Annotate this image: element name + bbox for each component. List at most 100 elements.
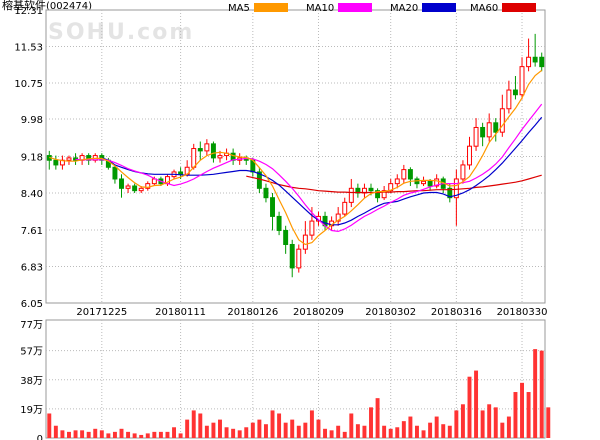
date-tick-label: 20171225 xyxy=(76,307,127,318)
candle-body xyxy=(191,148,197,168)
legend-label: MA20 xyxy=(390,3,418,14)
volume-bar xyxy=(316,419,321,438)
volume-bar xyxy=(309,410,314,438)
candle-body xyxy=(132,185,138,192)
candle-body xyxy=(539,56,545,68)
volume-bar xyxy=(185,419,190,438)
volume-bar xyxy=(382,425,387,438)
date-tick-label: 20180302 xyxy=(365,307,416,318)
volume-bar xyxy=(132,433,137,438)
legend-swatch xyxy=(254,3,288,12)
price-tick-label: 10.75 xyxy=(14,79,43,90)
ma5-line xyxy=(49,69,543,246)
legend-label: MA10 xyxy=(306,3,334,14)
volume-bar xyxy=(218,419,222,438)
volume-bar xyxy=(290,419,295,438)
stock-title: 榕基软件(002474) xyxy=(2,0,92,13)
volume-bar xyxy=(434,416,439,438)
candle-body xyxy=(512,89,518,96)
price-tick-label: 9.98 xyxy=(21,115,43,126)
volume-bar xyxy=(231,428,236,438)
candle-body xyxy=(394,178,400,185)
candle-body xyxy=(283,229,289,245)
legend-label: MA60 xyxy=(470,3,498,14)
price-tick-label: 9.18 xyxy=(21,153,43,164)
volume-tick-label: 38万 xyxy=(20,376,43,387)
price-tick-label: 11.53 xyxy=(14,43,43,54)
candle-body xyxy=(368,187,374,192)
legend-swatch xyxy=(502,3,536,12)
volume-bar xyxy=(165,431,170,438)
candle-body xyxy=(453,178,459,199)
volume-bar xyxy=(296,425,301,438)
volume-bar xyxy=(283,422,288,438)
volume-bar xyxy=(395,427,400,438)
ma10-line xyxy=(75,103,543,233)
volume-bar xyxy=(204,425,209,438)
legend-swatch xyxy=(338,3,372,12)
volume-bar xyxy=(480,410,485,438)
candle-body xyxy=(467,145,472,166)
price-tick-label: 7.61 xyxy=(21,226,43,237)
volume-bar xyxy=(329,430,334,438)
candle-body xyxy=(217,155,223,159)
candle-body xyxy=(197,148,203,152)
candle-body xyxy=(407,169,413,180)
volume-bar xyxy=(126,431,131,438)
candle-body xyxy=(493,122,499,133)
volume-bar xyxy=(342,431,347,438)
candle-body xyxy=(421,180,427,185)
volume-bar xyxy=(421,430,426,438)
volume-bar xyxy=(414,425,419,438)
ma60-line xyxy=(246,174,542,194)
legend-swatch xyxy=(422,3,456,12)
candle-body xyxy=(381,190,387,199)
candle-body xyxy=(532,56,538,63)
volume-bar xyxy=(441,424,446,438)
candle-body xyxy=(263,187,269,199)
candle-body xyxy=(66,157,72,161)
volume-bar xyxy=(237,430,242,438)
volume-bar xyxy=(506,416,511,438)
date-tick-label: 20180126 xyxy=(227,307,278,318)
date-tick-label: 20180316 xyxy=(431,307,482,318)
volume-bar xyxy=(369,407,373,438)
volume-bar xyxy=(388,428,393,438)
volume-bar xyxy=(526,392,531,438)
volume-bar xyxy=(53,425,58,438)
volume-bar xyxy=(474,370,479,438)
stock-code: (002474) xyxy=(46,1,92,12)
volume-bar xyxy=(487,404,492,438)
volume-bar xyxy=(250,422,255,438)
volume-bar xyxy=(323,428,328,438)
candle-body xyxy=(53,159,59,166)
volume-bar xyxy=(460,404,465,438)
volume-bar xyxy=(172,427,177,438)
candle-body xyxy=(526,56,532,68)
watermark: SOHU.com xyxy=(48,20,195,45)
volume-bar xyxy=(500,422,505,438)
volume-bar xyxy=(349,413,354,438)
candle-body xyxy=(138,187,144,192)
volume-bar xyxy=(106,433,111,438)
volume-bar xyxy=(139,434,144,438)
volume-bar xyxy=(546,407,551,438)
candle-body xyxy=(348,187,354,203)
candle-body xyxy=(112,166,118,180)
volume-bar xyxy=(257,419,262,438)
volume-bar xyxy=(520,382,524,438)
volume-tick-label: 19万 xyxy=(20,405,43,416)
volume-bar xyxy=(191,410,196,438)
volume-bar xyxy=(362,425,367,438)
volume-bar xyxy=(152,431,157,438)
candle-body xyxy=(125,185,131,189)
candle-body xyxy=(289,243,295,269)
price-tick-label: 6.83 xyxy=(21,262,43,273)
candle-body xyxy=(401,169,407,180)
volume-tick-label: 77万 xyxy=(20,320,43,331)
candle-body xyxy=(427,180,433,187)
candle-body xyxy=(480,126,486,138)
volume-bar xyxy=(67,431,71,438)
candle-body xyxy=(506,89,512,110)
volume-bar xyxy=(224,427,229,438)
